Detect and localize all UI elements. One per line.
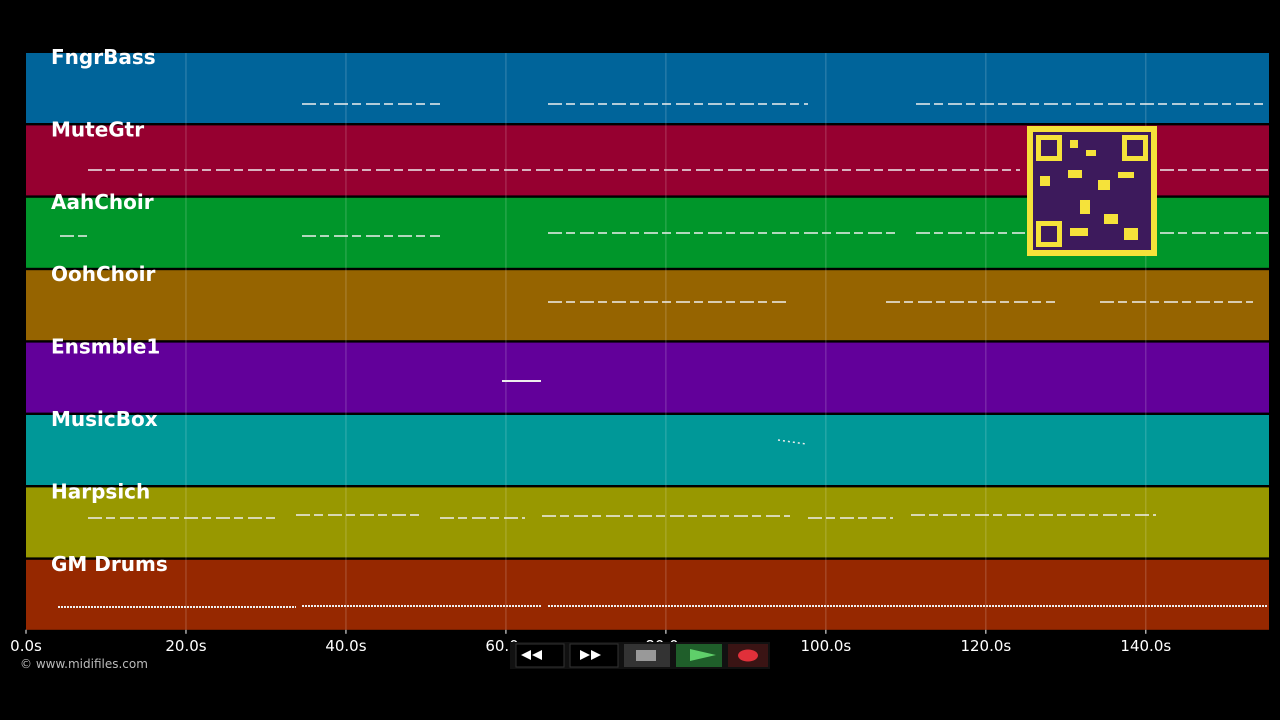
track-lane bbox=[26, 342, 1269, 413]
track-name: Ensmble1 bbox=[51, 335, 160, 359]
track-lane bbox=[26, 559, 1269, 630]
qr-code bbox=[1027, 126, 1157, 256]
rewind-button[interactable] bbox=[515, 643, 565, 668]
qr-finder bbox=[1041, 226, 1057, 242]
tick-label: 20.0s bbox=[165, 637, 206, 655]
track-name: MuteGtr bbox=[51, 117, 144, 141]
track-lane bbox=[26, 53, 1269, 123]
track-name: OohChoir bbox=[51, 262, 155, 286]
note-trace bbox=[58, 605, 1268, 608]
fast-forward-button[interactable] bbox=[569, 643, 619, 668]
tick-label: 140.0s bbox=[1120, 637, 1171, 655]
qr-finder bbox=[1127, 140, 1143, 156]
tick-label: 40.0s bbox=[325, 637, 366, 655]
note-trace bbox=[88, 514, 1156, 519]
tick-label: 0.0s bbox=[10, 637, 42, 655]
track-lane bbox=[26, 487, 1269, 558]
track-name: Harpsich bbox=[51, 479, 150, 503]
track-lane bbox=[26, 270, 1269, 341]
qr-finder bbox=[1041, 140, 1057, 156]
play-button[interactable] bbox=[676, 644, 722, 667]
track-name: GM Drums bbox=[51, 552, 168, 576]
record-button[interactable] bbox=[728, 644, 768, 667]
grid bbox=[185, 53, 1147, 630]
note-traces bbox=[58, 103, 1268, 608]
track-name: MusicBox bbox=[51, 407, 158, 431]
stop-button[interactable] bbox=[624, 644, 670, 667]
transport-controls bbox=[510, 642, 770, 669]
note-trace bbox=[60, 232, 1268, 237]
tick-label: 100.0s bbox=[800, 637, 851, 655]
track-name: FngrBass bbox=[51, 45, 156, 69]
qr-modules bbox=[1040, 140, 1138, 240]
tick-label: 120.0s bbox=[960, 637, 1011, 655]
copyright: © www.midifiles.com bbox=[20, 657, 148, 671]
track-name: AahChoir bbox=[51, 190, 154, 214]
track-lane bbox=[26, 415, 1269, 485]
